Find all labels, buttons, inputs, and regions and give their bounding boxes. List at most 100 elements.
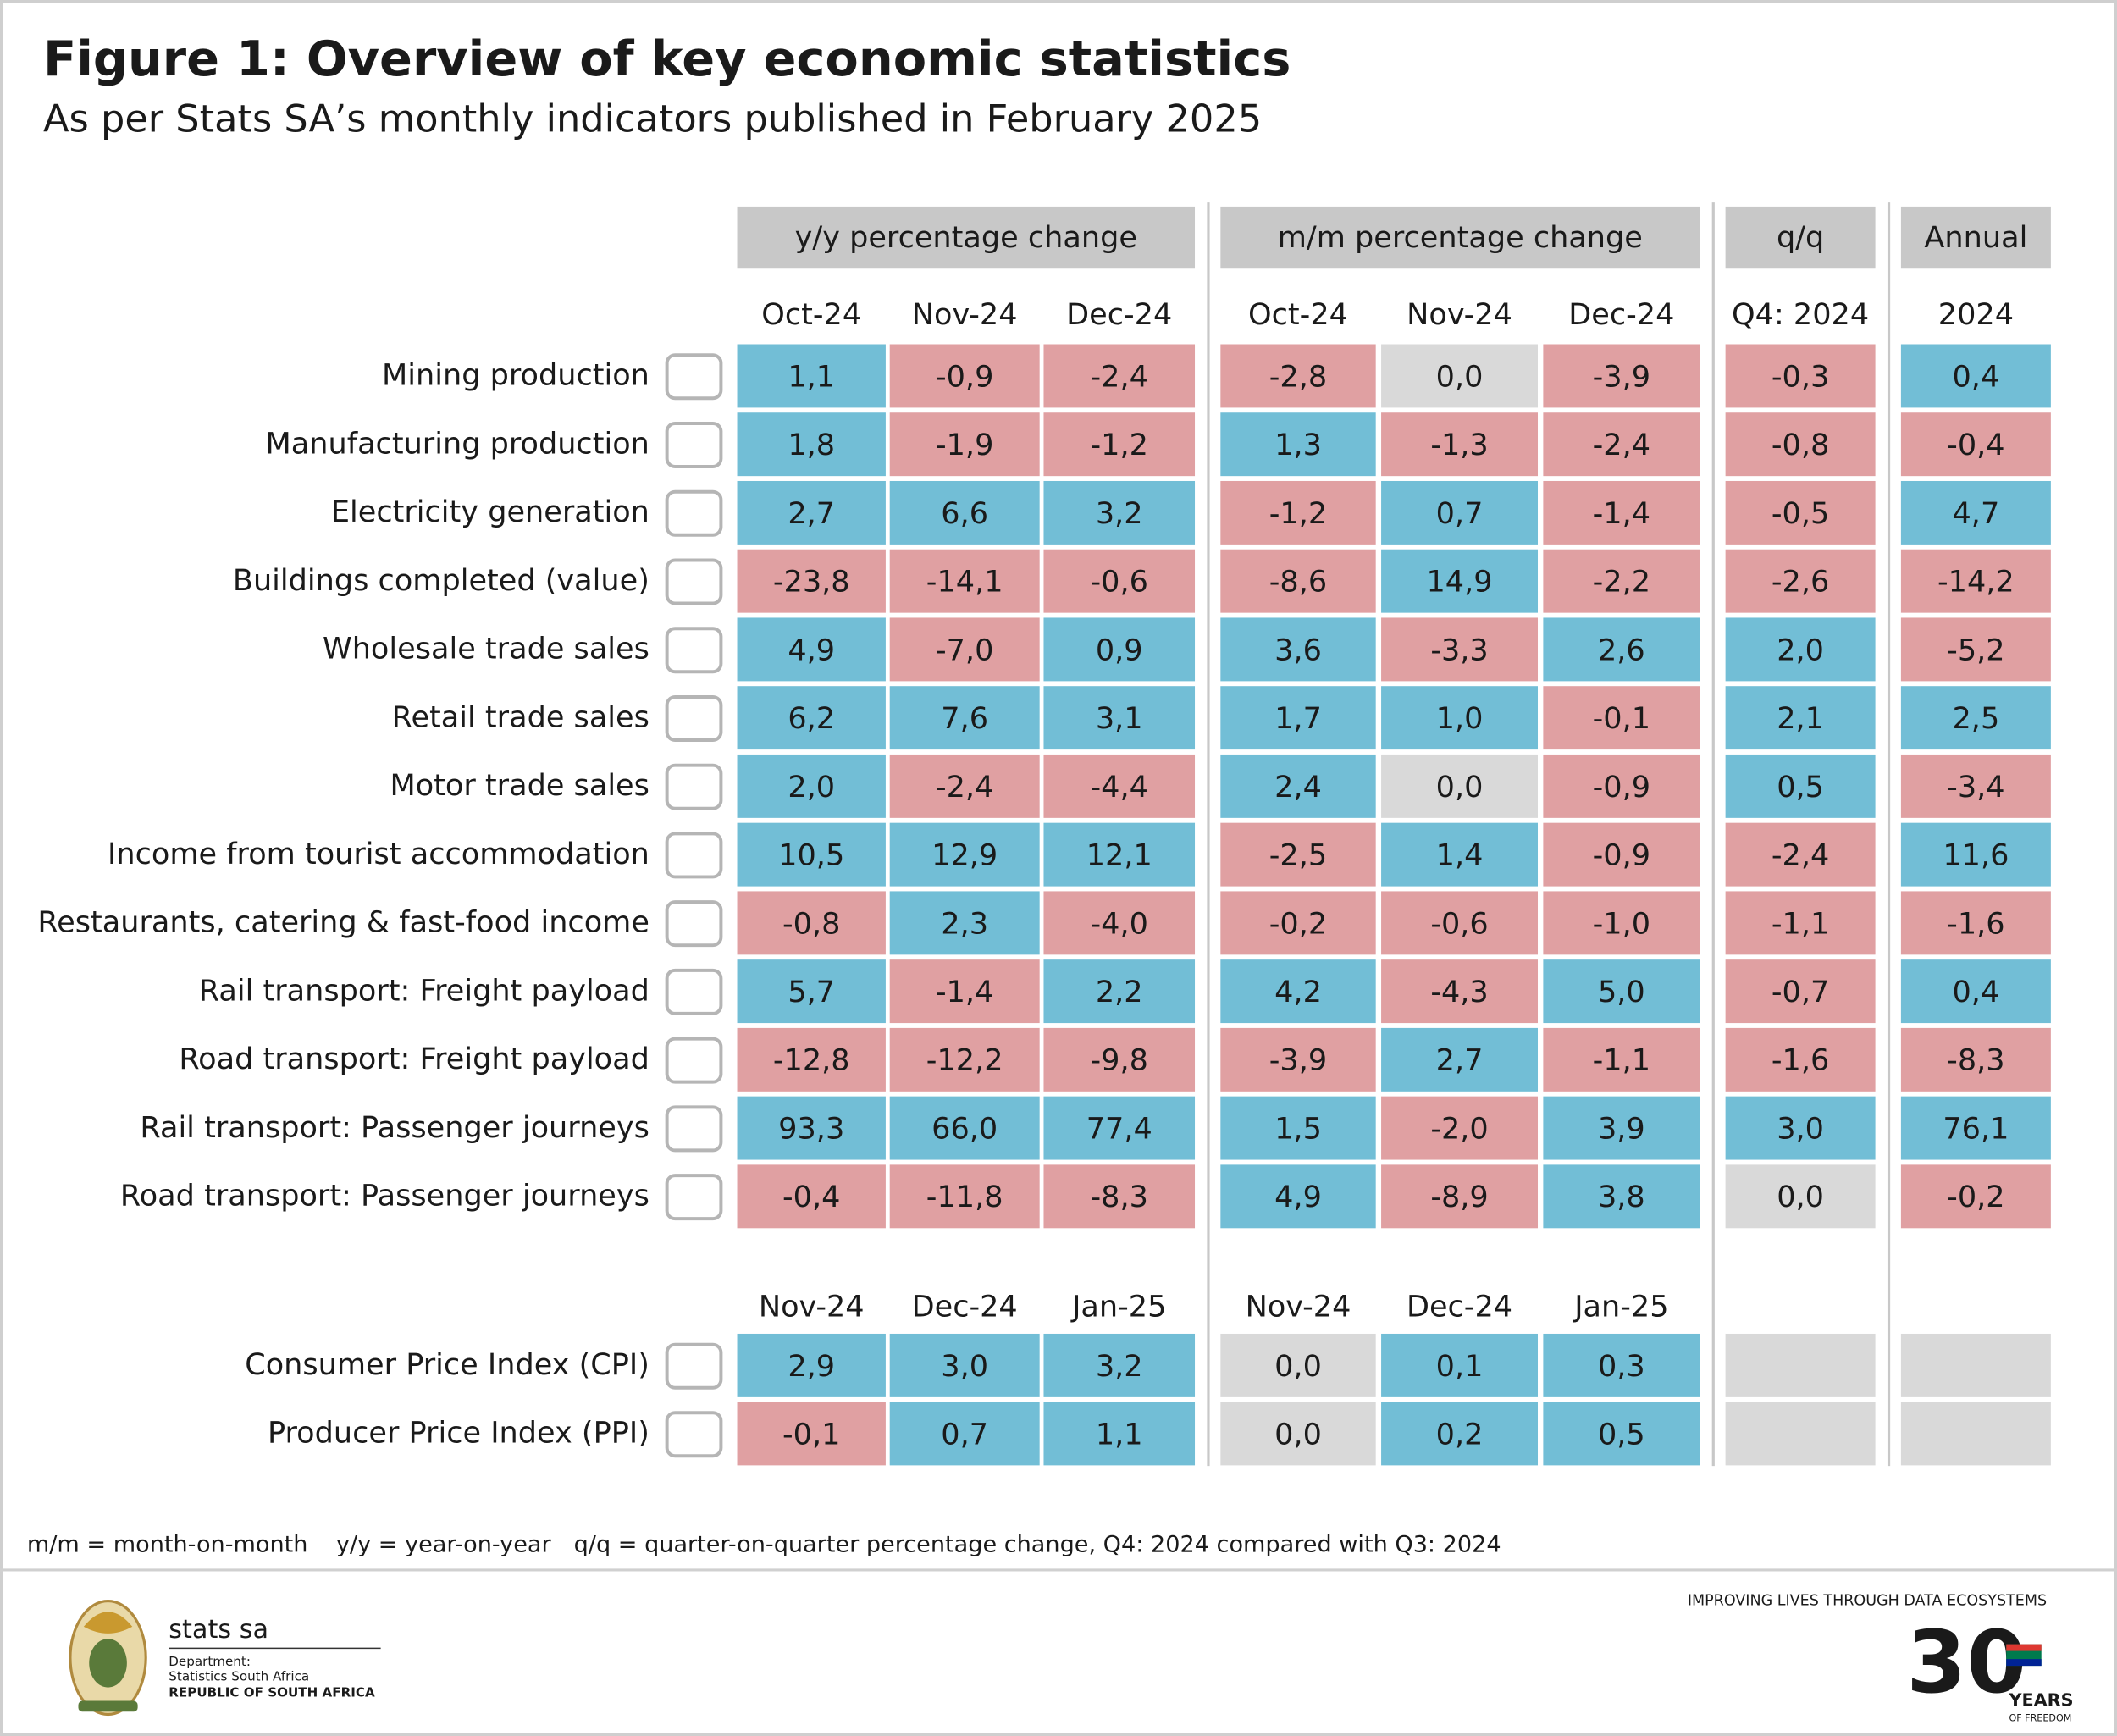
row-icon [665, 558, 723, 605]
cell [1220, 1096, 1376, 1160]
cell-value: 3,8 [1598, 1180, 1645, 1214]
empty-cell [1725, 1402, 1876, 1466]
cell [1900, 822, 2051, 887]
cell [737, 822, 886, 887]
cell [737, 549, 886, 613]
cell [1220, 1027, 1376, 1092]
cell-value: 2,0 [788, 770, 835, 804]
cell [1381, 686, 1539, 750]
cell [1900, 344, 2051, 408]
cell [1900, 1096, 2051, 1160]
cell-value: 5,0 [1598, 975, 1645, 1009]
cell-value: 77,4 [1086, 1111, 1152, 1146]
cell [1381, 891, 1539, 955]
coat-of-arms [69, 1599, 147, 1717]
row-icon [665, 1411, 723, 1458]
cell [1900, 959, 2051, 1024]
cell [1543, 1164, 1700, 1229]
cell-value: 0,7 [941, 1417, 988, 1451]
row-icon [665, 763, 723, 810]
cell [1543, 822, 1700, 887]
cell-value: 0,1 [1436, 1349, 1484, 1384]
cell-value: -8,3 [1947, 1043, 2004, 1078]
cell [737, 959, 886, 1024]
cell-value: -3,9 [1593, 359, 1650, 394]
cell [1543, 412, 1700, 477]
cell [1043, 686, 1196, 750]
cell-value: 1,8 [788, 428, 835, 462]
cell-value: -0,6 [1091, 565, 1148, 600]
cell-value: -1,2 [1269, 496, 1327, 531]
cell-value: 12,9 [931, 838, 998, 873]
row-icon [665, 1342, 723, 1390]
column-header: Oct-24 [1248, 297, 1348, 332]
cell-value: 2,9 [788, 1349, 835, 1384]
cell [1543, 549, 1700, 613]
cell-value: 3,2 [1096, 496, 1143, 531]
cell-value: 1,0 [1436, 701, 1484, 736]
row-label: Income from tourist accommodation [108, 837, 649, 871]
cell [889, 1402, 1040, 1466]
cell-value: -8,3 [1091, 1180, 1148, 1214]
cell-value: -0,2 [1269, 906, 1327, 941]
cell [889, 1164, 1040, 1229]
cell-value: -9,8 [1091, 1043, 1148, 1078]
cell-value: 4,9 [1274, 1180, 1322, 1214]
cell [1043, 1333, 1196, 1397]
cell [1381, 1402, 1539, 1466]
cell-value: -2,2 [1593, 565, 1650, 600]
column-header: Dec-24 [912, 1290, 1018, 1324]
cell-value: 2,3 [941, 906, 988, 941]
cell-value: 14,9 [1426, 565, 1492, 600]
cell-value: 0,5 [1598, 1417, 1645, 1451]
cell [1043, 959, 1196, 1024]
cell-value: 0,2 [1436, 1417, 1484, 1451]
footnote: m/m = month-on-month [27, 1532, 308, 1558]
group-header-bg [1725, 206, 1876, 269]
row-label: Rail transport: Passenger journeys [140, 1110, 649, 1145]
row-label: Restaurants, catering & fast-food income [37, 905, 649, 940]
cell-value: 1,4 [1436, 838, 1484, 873]
cell-value: -1,4 [1593, 496, 1650, 531]
column-header: Dec-24 [1568, 297, 1674, 332]
cell [1900, 549, 2051, 613]
cell-value: -3,9 [1269, 1043, 1327, 1078]
cell [1220, 822, 1376, 887]
cell-value: -0,7 [1772, 975, 1829, 1009]
cell-value: 1,1 [1096, 1417, 1143, 1451]
row-label: Wholesale trade sales [323, 632, 649, 666]
cell [1220, 1164, 1376, 1229]
cell [1220, 959, 1376, 1024]
cell [1900, 1164, 2051, 1229]
column-header: Dec-24 [1407, 1290, 1512, 1324]
cell-value: -1,9 [936, 428, 993, 462]
anniversary-caption: OF FREEDOM [2009, 1712, 2071, 1723]
cell-value: -14,1 [926, 565, 1003, 600]
cell [889, 1096, 1040, 1160]
cell [1381, 959, 1539, 1024]
cell [1543, 480, 1700, 545]
cell-value: -2,4 [1091, 359, 1148, 394]
cell-value: -2,4 [1593, 428, 1650, 462]
cell [1900, 891, 2051, 955]
empty-cell [1900, 1402, 2051, 1466]
cell [1220, 617, 1376, 682]
cell-value: 2,5 [1953, 701, 2000, 736]
cell-value: -1,6 [1947, 906, 2004, 941]
row-label: Motor trade sales [390, 768, 649, 803]
cell-value: 2,7 [788, 496, 835, 531]
cell [737, 480, 886, 545]
anniversary-logo: 30 YEARS OF FREEDOM [1906, 1612, 2073, 1723]
cell [1900, 1027, 2051, 1092]
cell-value: -2,4 [1772, 838, 1829, 873]
cell [1725, 891, 1876, 955]
cell-value: 76,1 [1943, 1111, 2009, 1146]
cell [889, 822, 1040, 887]
cell-value: 11,6 [1943, 838, 2009, 873]
cell-value: 2,2 [1096, 975, 1143, 1009]
cell-value: -0,8 [782, 906, 840, 941]
cell-value: 1,3 [1274, 428, 1322, 462]
cell [1220, 1402, 1376, 1466]
cell-value: -3,3 [1430, 633, 1488, 667]
